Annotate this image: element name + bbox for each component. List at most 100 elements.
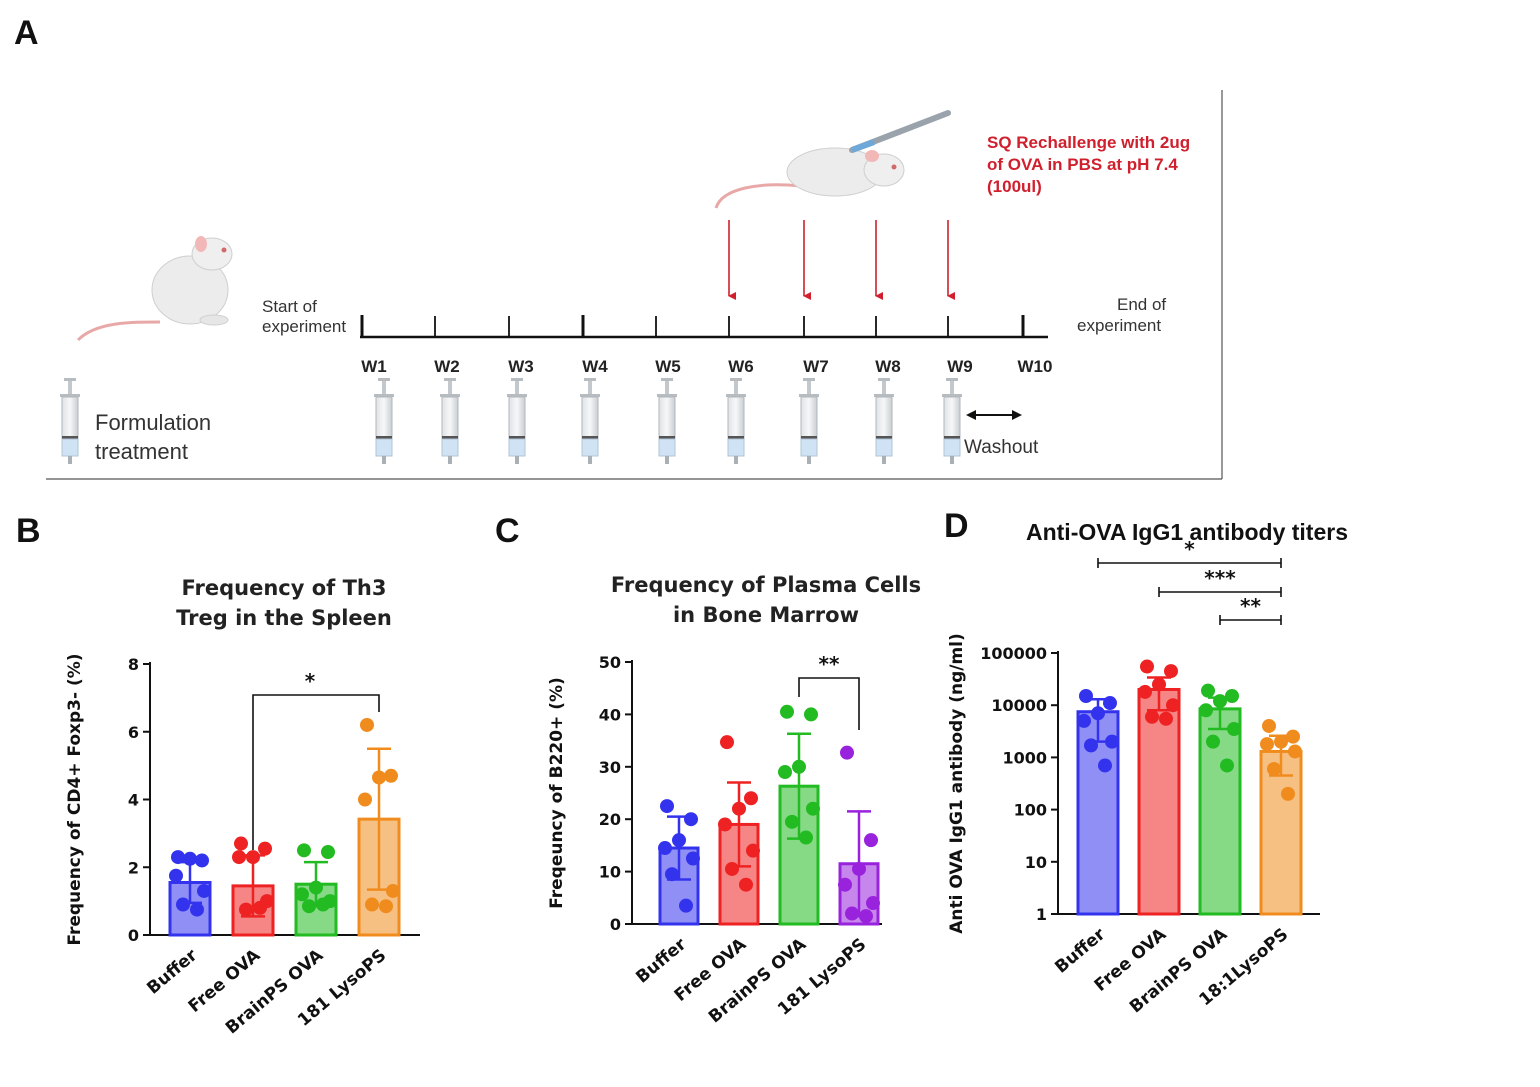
y-tick-label: 8 xyxy=(128,655,139,674)
syringe-icon xyxy=(60,378,80,464)
panel-a-timeline: A SQ Rechallenge with 2ug of OVA in PBS xyxy=(14,14,1223,480)
data-point xyxy=(845,906,859,921)
data-point xyxy=(1220,758,1234,773)
syringe-icon xyxy=(580,378,600,464)
y-tick-label: 0 xyxy=(128,926,139,945)
data-point xyxy=(1152,677,1166,692)
svg-text:SQ Rechallenge with 2ug: SQ Rechallenge with 2ug xyxy=(987,133,1190,152)
panel-a-label: A xyxy=(14,14,39,52)
x-category-label: Buffer xyxy=(632,934,690,987)
significance-bracket xyxy=(798,677,860,730)
week-label: W5 xyxy=(655,357,681,376)
data-point xyxy=(799,830,813,845)
y-tick-label: 10000 xyxy=(991,696,1047,715)
data-point xyxy=(176,897,190,912)
data-point xyxy=(780,704,794,719)
y-tick-label: 4 xyxy=(128,791,139,810)
week-ticks: W1 W2 W3 W4 W5 W6 W7 W8 W9 W10 xyxy=(360,315,1053,376)
data-point xyxy=(732,801,746,816)
data-point xyxy=(1091,706,1105,721)
data-point xyxy=(840,745,854,760)
data-point xyxy=(1105,734,1119,749)
chart-title: Frequency of Plasma Cells xyxy=(611,573,921,597)
x-category-label: Buffer xyxy=(143,945,201,998)
data-point xyxy=(838,877,852,892)
data-point xyxy=(302,899,316,914)
data-point xyxy=(234,836,248,851)
data-point xyxy=(746,843,760,858)
data-point xyxy=(197,883,211,898)
data-point xyxy=(258,841,272,856)
data-point xyxy=(1138,684,1152,699)
data-point xyxy=(297,843,311,858)
syringe-icon xyxy=(942,378,962,464)
y-tick-label: 1000 xyxy=(1002,748,1047,767)
data-point xyxy=(384,768,398,783)
week-label: W2 xyxy=(434,357,460,376)
data-point xyxy=(1262,718,1276,733)
data-point xyxy=(720,735,734,750)
y-tick-label: 1 xyxy=(1036,905,1047,924)
data-point xyxy=(321,845,335,860)
data-point xyxy=(866,896,880,911)
data-point xyxy=(232,850,246,865)
panel-b-chart: B Frequency of Th3 Treg in the Spleen Frequ… xyxy=(16,512,420,1038)
y-tick-label: 50 xyxy=(599,653,621,672)
data-point xyxy=(183,851,197,866)
y-tick-label: 100 xyxy=(1014,801,1047,820)
y-tick-label: 20 xyxy=(599,810,621,829)
week-label: W1 xyxy=(361,357,387,376)
data-point xyxy=(806,801,820,816)
rechallenge-text: SQ Rechallenge with 2ug of OVA in PBS at… xyxy=(987,133,1190,196)
data-point xyxy=(1140,659,1154,674)
data-point xyxy=(372,770,386,785)
data-point xyxy=(1098,758,1112,773)
data-point xyxy=(309,880,323,895)
panel-label: C xyxy=(495,512,520,550)
syringe-icon xyxy=(657,378,677,464)
chart-title: Frequency of Th3 xyxy=(182,576,387,600)
data-point xyxy=(1213,694,1227,709)
week-label: W10 xyxy=(1018,357,1053,376)
syringe-icon xyxy=(874,378,894,464)
y-tick-label: 6 xyxy=(128,723,139,742)
data-point xyxy=(864,833,878,848)
end-label-line2: experiment xyxy=(1077,316,1161,335)
start-label-line1: Start of xyxy=(262,297,317,316)
syringe-icon xyxy=(799,378,819,464)
data-point xyxy=(1145,709,1159,724)
svg-text:of OVA in PBS at pH 7.4: of OVA in PBS at pH 7.4 xyxy=(987,155,1178,174)
syringe-row xyxy=(60,378,962,464)
rechallenge-arrows xyxy=(728,220,955,300)
data-point xyxy=(1103,696,1117,711)
data-point xyxy=(744,791,758,806)
chart-title: Treg in the Spleen xyxy=(176,606,392,630)
syringe-icon xyxy=(374,378,394,464)
week-label: W3 xyxy=(508,357,534,376)
washout-arrow-icon xyxy=(966,410,1022,420)
mouse-injection-icon xyxy=(714,110,951,209)
data-point xyxy=(316,897,330,912)
data-point xyxy=(679,898,693,913)
data-point xyxy=(739,877,753,892)
data-point xyxy=(1159,711,1173,726)
week-label: W6 xyxy=(728,357,754,376)
mouse-sitting-icon xyxy=(76,236,233,342)
panel-label: D xyxy=(944,507,969,545)
data-point xyxy=(792,759,806,774)
data-point xyxy=(1164,664,1178,679)
data-point xyxy=(195,853,209,868)
y-tick-label: 100000 xyxy=(980,644,1047,663)
data-point xyxy=(1077,713,1091,728)
data-point xyxy=(1286,729,1300,744)
y-tick-label: 30 xyxy=(599,758,621,777)
data-point xyxy=(386,883,400,898)
panel-label: B xyxy=(16,512,41,550)
data-point xyxy=(785,814,799,829)
week-label: W9 xyxy=(947,357,973,376)
data-point xyxy=(246,850,260,865)
data-point xyxy=(1267,761,1281,776)
syringe-icon xyxy=(440,378,460,464)
data-point xyxy=(1227,721,1241,736)
